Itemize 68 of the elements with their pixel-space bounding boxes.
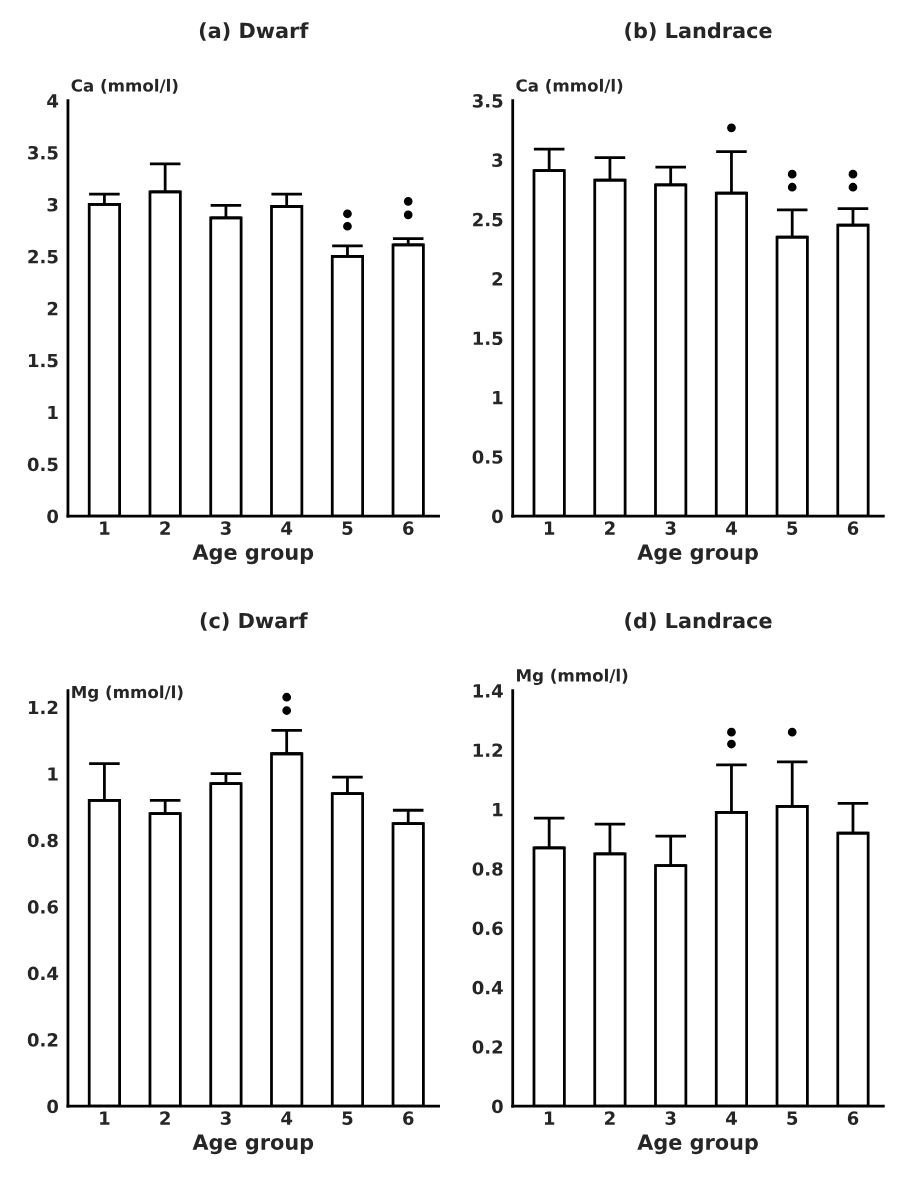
x-tick-label: 1 — [100, 521, 110, 535]
x-axis-title: Age group — [637, 544, 758, 565]
y-tick-label: 1 — [493, 391, 503, 405]
x-tick-label: 3 — [665, 521, 676, 535]
y-tick-label: 2.5 — [28, 249, 58, 264]
x-tick-label: 2 — [605, 1111, 615, 1125]
x-tick-label: 5 — [342, 1111, 353, 1125]
y-tick-label: 1 — [493, 803, 503, 817]
y-tick-label: 0.4 — [472, 980, 503, 995]
y-tick-label: 2 — [492, 272, 503, 286]
x-tick-label: 6 — [847, 521, 859, 535]
y-tick-label: 1.2 — [28, 700, 58, 715]
y-tick-label: 0 — [47, 1099, 59, 1114]
chart-title: (c) Dwarf — [200, 612, 308, 631]
y-tick-label: 3.5 — [28, 145, 58, 160]
x-tick-label: 6 — [847, 1111, 859, 1125]
chart-title: (a) Dwarf — [199, 22, 309, 41]
x-tick-label: 4 — [725, 1111, 737, 1125]
x-tick-label: 6 — [403, 1111, 414, 1125]
x-tick-label: 3 — [220, 1111, 231, 1125]
y-tick-label: 0.4 — [27, 966, 59, 981]
y-tick-label: 1 — [48, 405, 58, 420]
y-axis-title: Ca (mmol/l) — [71, 78, 178, 94]
y-tick-label: 2 — [47, 301, 58, 316]
y-tick-label: 0 — [491, 1099, 503, 1114]
x-tick-label: 4 — [281, 521, 293, 535]
x-tick-label: 4 — [281, 1111, 293, 1125]
x-tick-label: 2 — [160, 521, 170, 535]
y-tick-label: 1.2 — [473, 743, 503, 757]
x-tick-label: 6 — [403, 521, 414, 535]
y-tick-label: 4 — [47, 94, 59, 108]
y-axis-title: Mg (mmol/l) — [72, 685, 183, 702]
y-tick-label: 1.5 — [473, 331, 503, 346]
y-tick-label: 2.5 — [473, 212, 503, 227]
x-tick-label: 2 — [605, 521, 615, 535]
y-tick-label: 0 — [491, 509, 503, 524]
chart-title: (d) Landrace — [625, 612, 772, 631]
y-tick-label: 0.5 — [27, 457, 58, 472]
x-tick-label: 1 — [544, 521, 555, 535]
y-tick-label: 0.6 — [27, 900, 58, 914]
x-tick-label: 4 — [725, 521, 737, 535]
y-tick-label: 1.4 — [473, 684, 503, 698]
y-axis-title: Mg (mmol/l) — [517, 668, 628, 686]
x-tick-label: 5 — [342, 521, 353, 535]
y-tick-label: 0.2 — [27, 1033, 58, 1047]
x-tick-label: 5 — [787, 521, 798, 535]
x-tick-label: 1 — [100, 1111, 110, 1125]
y-tick-label: 3 — [47, 197, 58, 212]
x-tick-label: 5 — [787, 1111, 798, 1125]
y-tick-label: 0.2 — [472, 1040, 503, 1054]
x-tick-label: 2 — [160, 1111, 170, 1125]
x-tick-label: 1 — [544, 1111, 555, 1125]
y-tick-label: 0.5 — [472, 450, 503, 464]
x-axis-title: Age group — [637, 1134, 758, 1155]
x-axis-title: Age group — [192, 544, 314, 565]
x-tick-label: 3 — [220, 521, 231, 535]
y-axis-title: Ca (mmol/l) — [516, 78, 623, 94]
y-tick-label: 0.8 — [27, 833, 58, 848]
x-axis-title: Age group — [192, 1134, 314, 1155]
chart-title: (b) Landrace — [625, 22, 772, 41]
y-tick-label: 0 — [47, 509, 59, 524]
y-tick-label: 1.5 — [28, 353, 58, 368]
y-tick-label: 1 — [48, 767, 58, 781]
x-tick-label: 3 — [665, 1111, 676, 1125]
y-tick-label: 0.8 — [472, 862, 503, 876]
y-tick-label: 3 — [492, 153, 503, 168]
y-tick-label: 0.6 — [472, 921, 503, 936]
y-tick-label: 3.5 — [472, 94, 503, 108]
